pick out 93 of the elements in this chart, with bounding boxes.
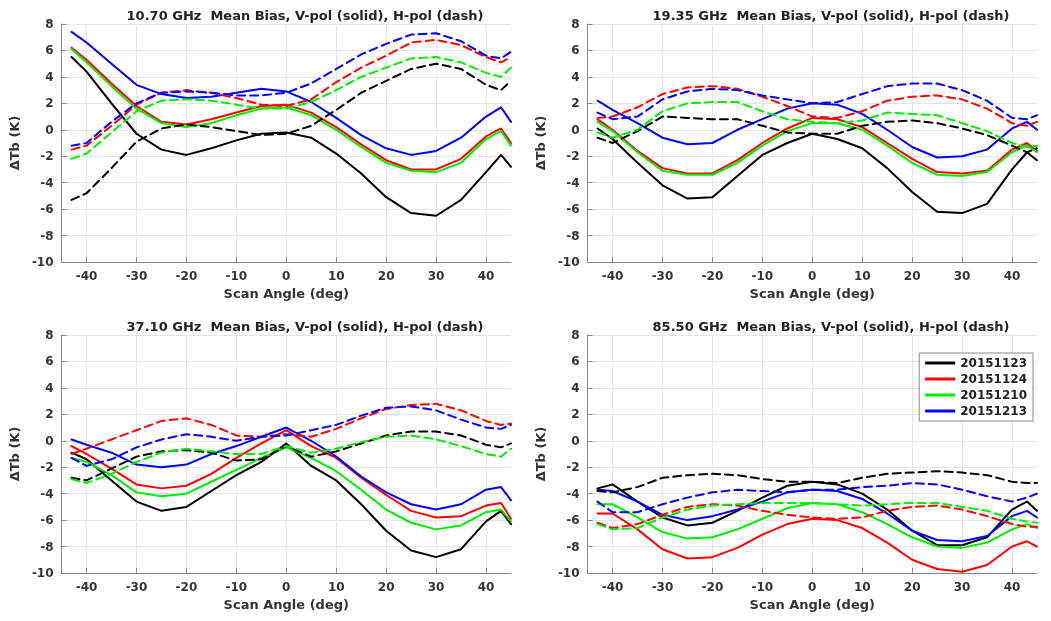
line-series bbox=[596, 501, 1038, 549]
x-tick-label: -30 bbox=[651, 269, 674, 283]
y-tick-label: -4 bbox=[40, 175, 54, 190]
x-tick-label: 30 bbox=[427, 580, 445, 594]
x-tick-label: -10 bbox=[225, 269, 248, 283]
y-tick-label: 2 bbox=[571, 96, 580, 111]
y-tick-label: -2 bbox=[566, 149, 580, 164]
y-tick-label: -4 bbox=[40, 486, 54, 501]
x-axis-title: Scan Angle (deg) bbox=[223, 285, 349, 301]
y-tick-label: -6 bbox=[40, 513, 54, 528]
y-tick-label: -8 bbox=[566, 228, 580, 243]
x-tick-label: -40 bbox=[75, 269, 98, 283]
x-tick-label: -10 bbox=[751, 269, 774, 283]
y-tick-label: -8 bbox=[40, 228, 54, 243]
legend-label: 20151123 bbox=[960, 356, 1027, 370]
x-tick-label: 0 bbox=[808, 269, 817, 283]
x-axis-title: Scan Angle (deg) bbox=[223, 596, 349, 612]
x-tick-label: 0 bbox=[282, 269, 291, 283]
y-tick-label: -8 bbox=[40, 539, 54, 554]
y-axis-title: ΔTb (K) bbox=[7, 115, 22, 171]
y-axis-title: ΔTb (K) bbox=[7, 426, 22, 482]
x-tick-label: 10 bbox=[327, 269, 345, 283]
x-tick-label: 20 bbox=[903, 580, 921, 594]
y-tick-label: 0 bbox=[571, 122, 580, 137]
x-tick-label: -10 bbox=[225, 580, 248, 594]
y-tick-label: -10 bbox=[557, 566, 580, 580]
chart-title: 19.35 GHz Mean Bias, V-pol (solid), H-pol (dash) bbox=[652, 8, 1010, 23]
x-tick-label: -20 bbox=[175, 580, 198, 594]
y-tick-label: -6 bbox=[40, 202, 54, 217]
x-tick-label: 10 bbox=[853, 580, 871, 594]
x-tick-label: -40 bbox=[601, 269, 624, 283]
x-tick-label: 30 bbox=[427, 269, 445, 283]
y-tick-label: 8 bbox=[571, 328, 580, 342]
y-tick-label: 2 bbox=[45, 407, 54, 422]
x-tick-label: -20 bbox=[175, 269, 198, 283]
x-tick-label: 0 bbox=[282, 580, 291, 594]
y-tick-label: -4 bbox=[566, 486, 580, 501]
x-tick-label: -30 bbox=[125, 580, 148, 594]
y-tick-label: 2 bbox=[571, 407, 580, 422]
x-tick-label: 20 bbox=[903, 269, 921, 283]
x-tick-label: 40 bbox=[1003, 580, 1021, 594]
x-tick-label: 30 bbox=[953, 269, 971, 283]
x-axis-title: Scan Angle (deg) bbox=[749, 596, 875, 612]
y-tick-label: -10 bbox=[557, 255, 580, 269]
y-tick-label: 6 bbox=[571, 354, 580, 369]
y-tick-label: 4 bbox=[45, 380, 54, 395]
y-tick-label: -6 bbox=[566, 513, 580, 528]
y-tick-label: 4 bbox=[45, 69, 54, 84]
x-tick-label: 40 bbox=[1003, 269, 1021, 283]
y-tick-label: -4 bbox=[566, 175, 580, 190]
x-tick-label: 10 bbox=[853, 269, 871, 283]
x-tick-label: -20 bbox=[701, 580, 724, 594]
x-tick-label: -40 bbox=[601, 580, 624, 594]
legend-label: 20151213 bbox=[960, 404, 1027, 418]
y-tick-label: -2 bbox=[566, 460, 580, 475]
y-tick-label: -2 bbox=[40, 460, 54, 475]
x-tick-label: 20 bbox=[377, 580, 395, 594]
y-tick-label: -8 bbox=[566, 539, 580, 554]
x-tick-label: -40 bbox=[75, 580, 98, 594]
chart-title: 85.50 GHz Mean Bias, V-pol (solid), H-pol (dash) bbox=[652, 319, 1010, 334]
y-tick-label: 2 bbox=[45, 96, 54, 111]
y-tick-label: 0 bbox=[45, 122, 54, 137]
y-tick-label: 8 bbox=[571, 17, 580, 31]
y-tick-label: 6 bbox=[45, 354, 54, 369]
y-tick-label: 4 bbox=[571, 380, 580, 395]
chart-title: 10.70 GHz Mean Bias, V-pol (solid), H-pol (dash) bbox=[126, 8, 484, 23]
chart-title: 37.10 GHz Mean Bias, V-pol (solid), H-pol (dash) bbox=[126, 319, 484, 334]
y-tick-label: 6 bbox=[45, 43, 54, 58]
y-tick-label: -2 bbox=[40, 149, 54, 164]
x-tick-label: 0 bbox=[808, 580, 817, 594]
y-axis-title: ΔTb (K) bbox=[533, 115, 548, 171]
y-axis-title: ΔTb (K) bbox=[533, 426, 548, 482]
legend-label: 20151124 bbox=[960, 372, 1027, 386]
x-tick-label: 10 bbox=[327, 580, 345, 594]
x-tick-label: 40 bbox=[477, 269, 495, 283]
x-axis-title: Scan Angle (deg) bbox=[749, 285, 875, 301]
y-tick-label: -10 bbox=[31, 255, 54, 269]
y-tick-label: 4 bbox=[571, 69, 580, 84]
x-tick-label: -10 bbox=[751, 580, 774, 594]
y-tick-label: 0 bbox=[45, 433, 54, 448]
x-tick-label: -30 bbox=[651, 580, 674, 594]
x-tick-label: -30 bbox=[125, 269, 148, 283]
y-tick-label: 8 bbox=[45, 17, 54, 31]
x-tick-label: 30 bbox=[953, 580, 971, 594]
y-tick-label: 8 bbox=[45, 328, 54, 342]
x-tick-label: -20 bbox=[701, 269, 724, 283]
legend-label: 20151210 bbox=[960, 388, 1027, 402]
x-tick-label: 20 bbox=[377, 269, 395, 283]
y-tick-label: 6 bbox=[571, 43, 580, 58]
y-tick-label: 0 bbox=[571, 433, 580, 448]
x-tick-label: 40 bbox=[477, 580, 495, 594]
y-tick-label: -10 bbox=[31, 566, 54, 580]
y-tick-label: -6 bbox=[566, 202, 580, 217]
